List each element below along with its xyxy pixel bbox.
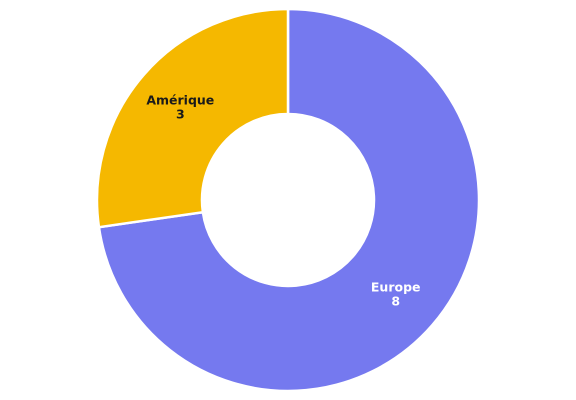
donut-slices xyxy=(97,9,479,391)
value-label-europe: 8 xyxy=(391,293,400,308)
value-label-amerique: 3 xyxy=(176,107,185,122)
slice-amerique xyxy=(97,9,288,227)
category-label-amerique: Amérique xyxy=(146,93,214,108)
category-label-europe: Europe xyxy=(371,279,421,294)
